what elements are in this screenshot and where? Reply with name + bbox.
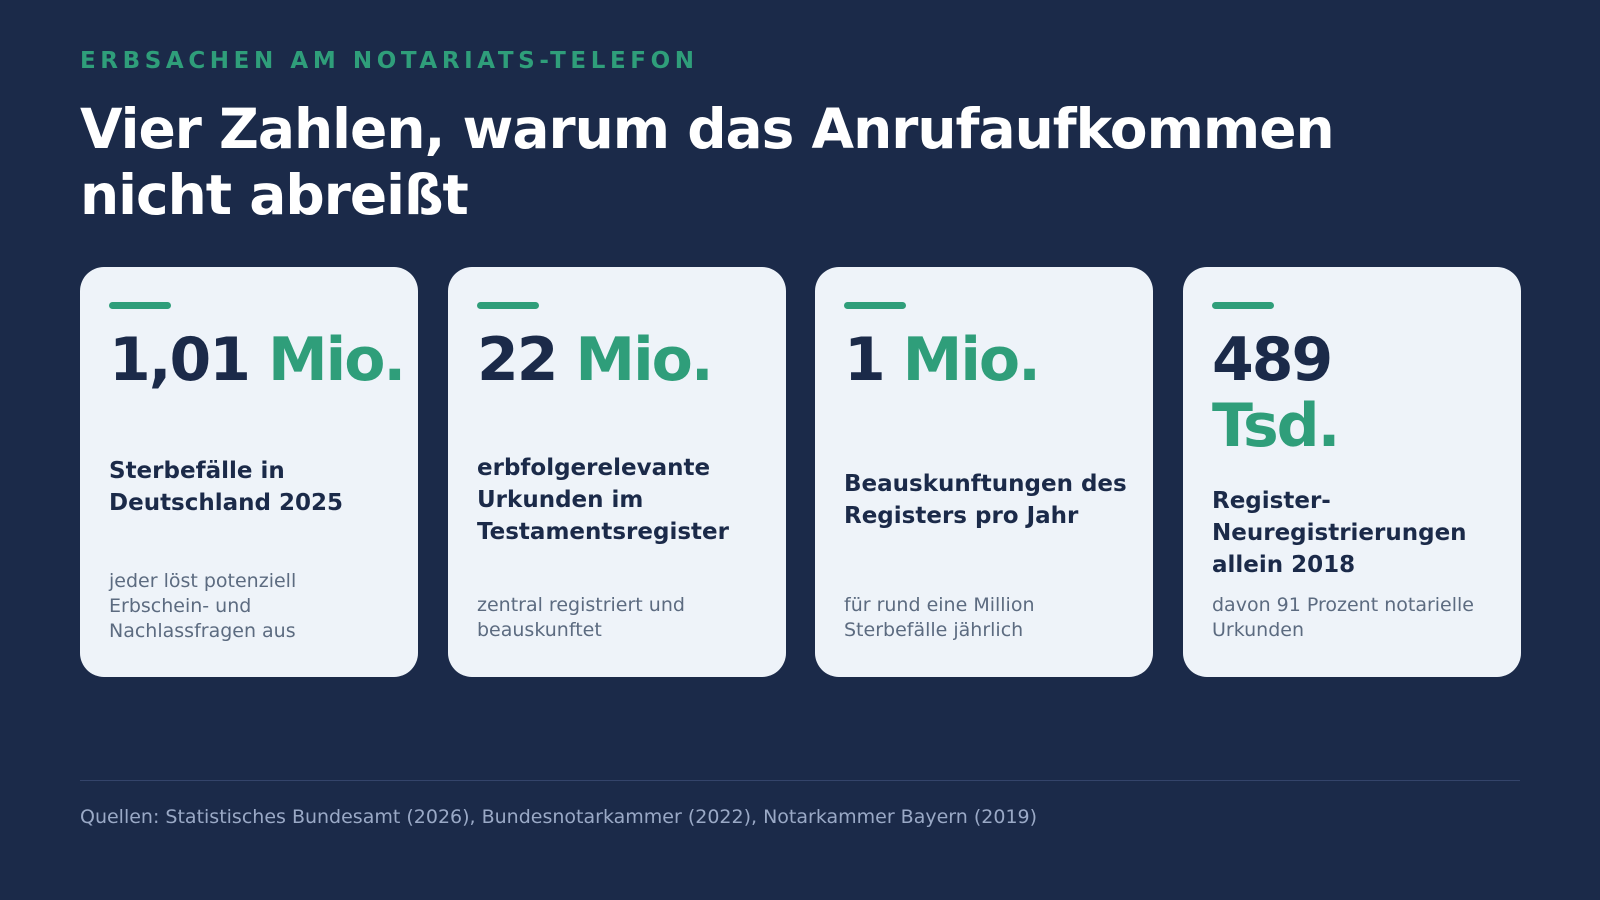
- stat-value: 489 Tsd.: [1212, 327, 1512, 459]
- stat-unit: Mio.: [575, 325, 713, 395]
- accent-bar: [844, 302, 906, 309]
- stat-number: 22: [477, 325, 558, 395]
- stat-label: Beauskunftungen des Registers pro Jahr: [844, 471, 1127, 529]
- stat-note: jeder löst potenziell Erbschein- und Nac…: [109, 570, 297, 642]
- stat-value: 22 Mio.: [477, 327, 777, 393]
- accent-bar: [477, 302, 539, 309]
- stat-number: 489: [1212, 325, 1333, 395]
- stat-label: erbfolgerelevante Urkunden im Testaments…: [477, 455, 729, 545]
- stat-unit: Tsd.: [1212, 391, 1340, 461]
- accent-bar: [1212, 302, 1274, 309]
- eyebrow-label: ERBSACHEN AM NOTARIATS-TELEFON: [80, 48, 699, 74]
- stat-card-documents: 22 Mio. erbfolgerelevante Urkunden im Te…: [448, 267, 786, 677]
- stat-unit: Mio.: [902, 325, 1041, 395]
- stat-number: 1,01: [109, 325, 251, 395]
- stat-note: zentral registriert und beauskunftet: [477, 594, 685, 641]
- stat-card-deaths: 1,01 Mio. Sterbefälle in Deutschland 202…: [80, 267, 418, 677]
- sources-note: Quellen: Statistisches Bundesamt (2026),…: [80, 806, 1038, 828]
- stat-value: 1,01 Mio.: [109, 327, 409, 393]
- accent-bar: [109, 302, 171, 309]
- stat-note: für rund eine Million Sterbefälle jährli…: [844, 594, 1035, 641]
- stat-card-registrations: 489 Tsd. Register-Neuregistrierungen alle…: [1183, 267, 1521, 677]
- stat-label: Sterbefälle in Deutschland 2025: [109, 458, 344, 516]
- stat-card-inquiries: 1 Mio. Beauskunftungen des Registers pro…: [815, 267, 1153, 677]
- stat-cards: 1,01 Mio. Sterbefälle in Deutschland 202…: [80, 267, 1521, 677]
- stat-value: 1 Mio.: [844, 327, 1144, 393]
- stat-note: davon 91 Prozent notarielle Urkunden: [1212, 594, 1474, 641]
- page-title: Vier Zahlen, warum das Anrufaufkommen ni…: [80, 97, 1335, 227]
- stat-label: Register-Neuregistrierungen allein 2018: [1212, 488, 1467, 578]
- stat-number: 1: [844, 325, 886, 395]
- stat-unit: Mio.: [267, 325, 406, 395]
- footer-divider: [80, 780, 1520, 781]
